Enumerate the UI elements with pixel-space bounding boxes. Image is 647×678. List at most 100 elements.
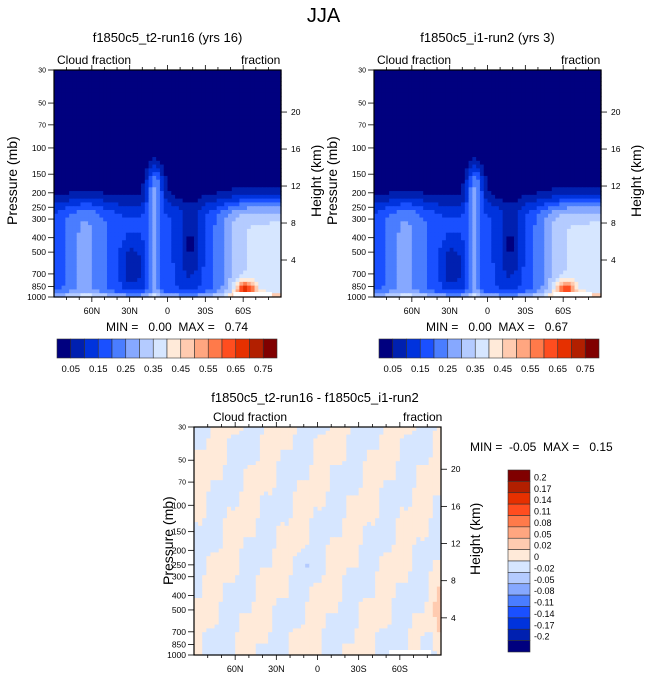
contour-cell bbox=[269, 134, 275, 139]
contour-cell bbox=[125, 168, 131, 173]
contour-cell bbox=[220, 285, 225, 291]
contour-cell bbox=[80, 266, 85, 272]
contour-cell bbox=[129, 221, 135, 226]
contour-cell bbox=[479, 85, 485, 90]
contour-cell bbox=[99, 172, 104, 177]
contour-cell bbox=[178, 172, 184, 177]
contour-cell bbox=[148, 92, 153, 98]
contour-cell bbox=[540, 92, 545, 98]
contour-cell bbox=[582, 141, 587, 147]
contour-cell bbox=[182, 236, 188, 241]
contour-cell bbox=[167, 191, 172, 196]
contour-cell bbox=[197, 274, 203, 279]
contour-cell bbox=[106, 77, 112, 82]
contour-cell bbox=[419, 85, 424, 90]
contour-cell bbox=[400, 85, 405, 90]
contour-cell bbox=[532, 77, 538, 82]
y-tick-label: 1000 bbox=[27, 292, 46, 302]
contour-cell bbox=[209, 153, 214, 158]
contour-cell bbox=[193, 77, 199, 82]
contour-cell bbox=[566, 88, 572, 94]
contour-cell bbox=[171, 115, 176, 120]
contour-cell bbox=[442, 115, 447, 120]
contour-cell bbox=[438, 130, 443, 135]
contour-cell bbox=[220, 104, 225, 109]
contour-cell bbox=[106, 168, 112, 173]
contour-cell bbox=[144, 92, 150, 98]
contour-cell bbox=[265, 145, 271, 151]
contour-cell bbox=[137, 278, 142, 283]
contour-cell bbox=[72, 266, 78, 272]
contour-cell bbox=[110, 213, 116, 219]
contour-cell bbox=[269, 122, 275, 128]
contour-cell bbox=[536, 85, 542, 90]
contour-cell bbox=[152, 107, 157, 113]
contour-cell bbox=[163, 153, 169, 158]
contour-cell bbox=[464, 81, 470, 86]
contour-cell bbox=[513, 149, 519, 154]
contour-cell bbox=[212, 262, 218, 268]
contour-cell bbox=[570, 119, 576, 124]
contour-cell bbox=[377, 149, 383, 154]
contour-cell bbox=[442, 77, 447, 82]
contour-cell bbox=[262, 270, 267, 275]
contour-cell bbox=[540, 111, 545, 116]
contour-cell bbox=[99, 228, 104, 234]
contour-cell bbox=[167, 70, 172, 75]
contour-cell bbox=[91, 122, 97, 128]
contour-cell bbox=[442, 70, 447, 75]
contour-cell bbox=[54, 115, 59, 120]
contour-cell bbox=[544, 149, 549, 154]
contour-cell bbox=[209, 77, 214, 82]
contour-cell bbox=[389, 119, 394, 124]
contour-cell bbox=[491, 111, 496, 116]
contour-cell bbox=[464, 92, 470, 98]
contour-cell bbox=[182, 141, 188, 147]
contour-cell bbox=[69, 153, 74, 158]
contour-cell bbox=[54, 126, 59, 132]
contour-cell bbox=[159, 232, 165, 238]
contour-cell bbox=[122, 70, 127, 75]
contour-cell bbox=[61, 157, 66, 162]
y-tick-label: 850 bbox=[32, 281, 46, 291]
contour-cell bbox=[426, 81, 432, 86]
contour-cell bbox=[159, 202, 165, 207]
contour-cell bbox=[129, 278, 135, 283]
contour-cell bbox=[114, 96, 119, 101]
contour-cell bbox=[400, 111, 405, 116]
contour-cell bbox=[156, 251, 161, 256]
contour-cell bbox=[141, 247, 146, 253]
contour-cell bbox=[148, 85, 153, 90]
contour-cell bbox=[269, 262, 275, 268]
contour-cell bbox=[197, 77, 203, 82]
contour-cell bbox=[106, 213, 112, 219]
contour-cell bbox=[254, 160, 259, 166]
contour-cell bbox=[540, 104, 545, 109]
contour-cell bbox=[220, 293, 225, 298]
contour-cell bbox=[114, 206, 119, 211]
contour-cell bbox=[521, 100, 526, 105]
contour-cell bbox=[258, 88, 263, 94]
contour-cell bbox=[171, 213, 176, 219]
contour-cell bbox=[254, 130, 259, 135]
contour-cell bbox=[385, 111, 390, 116]
contour-cell bbox=[442, 138, 447, 143]
contour-cell bbox=[593, 134, 598, 139]
contour-cell bbox=[517, 145, 523, 151]
contour-cell bbox=[277, 145, 282, 151]
contour-cell bbox=[186, 213, 191, 219]
contour-cell bbox=[574, 96, 579, 101]
contour-cell bbox=[246, 244, 252, 249]
contour-cell bbox=[449, 111, 455, 116]
contour-cell bbox=[156, 194, 161, 200]
contour-cell bbox=[69, 187, 74, 192]
contour-cell bbox=[197, 168, 203, 173]
contour-cell bbox=[167, 228, 172, 234]
contour-cell bbox=[265, 281, 271, 287]
contour-cell bbox=[250, 81, 256, 86]
contour-cell bbox=[122, 107, 127, 113]
contour-cell bbox=[426, 145, 432, 151]
contour-cell bbox=[137, 160, 142, 166]
contour-cell bbox=[137, 145, 142, 151]
contour-cell bbox=[212, 209, 218, 215]
